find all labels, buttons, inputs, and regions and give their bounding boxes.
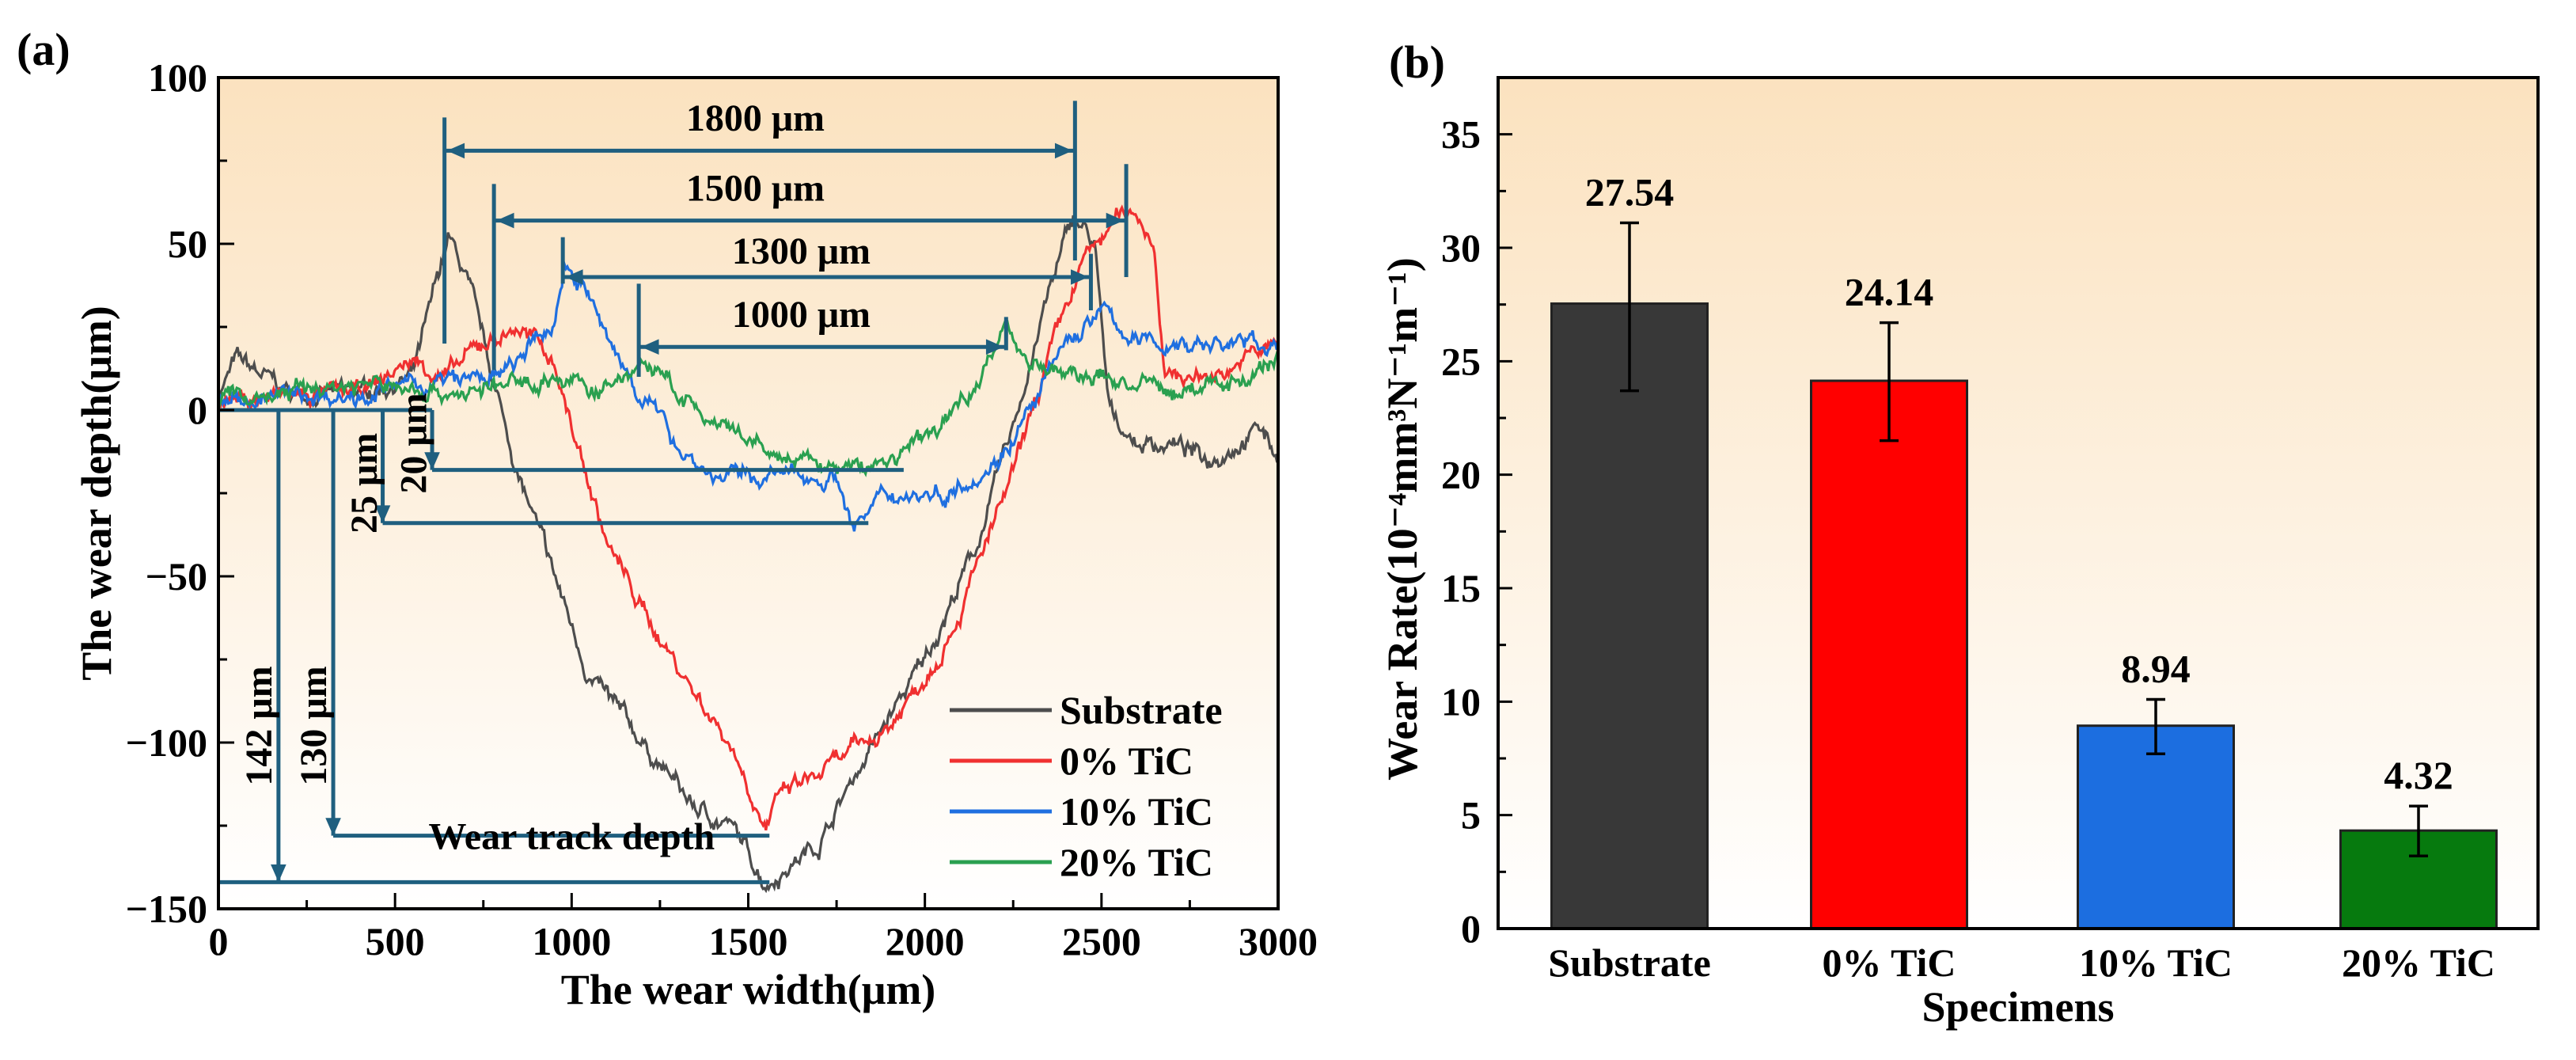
y-tick-label: −50 <box>146 554 208 598</box>
depth-label: 25 μm <box>343 433 385 534</box>
x-tick-label: 0 <box>209 919 229 963</box>
y-tick-label: −150 <box>126 887 208 931</box>
value-label: 27.54 <box>1585 169 1675 214</box>
y-tick-label: 35 <box>1441 112 1481 157</box>
y-tick-label: 5 <box>1461 793 1481 838</box>
plot-background <box>218 78 1278 909</box>
x-tick-label: 1000 <box>532 919 611 963</box>
series-line-1 <box>217 204 1280 830</box>
width-label: 1800 μm <box>686 97 825 139</box>
arrow-head <box>496 212 514 229</box>
legend-label: 20% TiC <box>1060 840 1213 884</box>
panel-b-wear-rate-chart: (b) 27.54 Substrate 24.14 0% TiC 8.94 10% TiC 4… <box>1379 36 2540 1031</box>
category-label: 20% TiC <box>2342 940 2495 985</box>
arrow-head <box>1071 269 1089 285</box>
category-label: 0% TiC <box>1822 940 1956 985</box>
y-tick-label: 15 <box>1441 566 1481 610</box>
y-tick-label: −100 <box>126 720 208 765</box>
width-label: 1300 μm <box>732 230 871 272</box>
panel-label: (a) <box>17 24 70 75</box>
category-label: Substrate <box>1548 940 1711 985</box>
x-tick-label: 3000 <box>1239 919 1318 963</box>
bar-0 <box>1550 302 1709 930</box>
depth-label: 130 μm <box>293 666 335 785</box>
width-label: 1500 μm <box>686 167 825 209</box>
arrow-head <box>565 269 583 285</box>
x-tick-label: 1500 <box>709 919 788 963</box>
value-label: 4.32 <box>2384 753 2453 797</box>
arrow-head <box>271 864 286 883</box>
arrow-head <box>374 505 391 523</box>
arrow-head <box>641 339 659 355</box>
arrow-head <box>325 818 341 836</box>
y-axis-title: The wear depth(μm) <box>73 306 120 681</box>
legend-label: Substrate <box>1060 688 1223 732</box>
legend-label: 10% TiC <box>1060 789 1213 834</box>
y-tick-label: 20 <box>1441 453 1481 497</box>
x-tick-label: 500 <box>366 919 425 963</box>
y-tick-label: 10 <box>1441 679 1481 724</box>
x-axis-title: The wear width(μm) <box>561 966 936 1013</box>
x-tick-label: 2500 <box>1062 919 1141 963</box>
y-axis-title: Wear Rate(10⁻⁴mm³N⁻¹m⁻¹) <box>1379 257 1426 781</box>
y-tick-label: 0 <box>1461 906 1481 951</box>
depth-label: 142 μm <box>238 666 280 785</box>
y-tick-label: 50 <box>168 222 207 266</box>
arrow-head <box>446 142 465 159</box>
arrow-head <box>424 452 440 470</box>
y-tick-label: 25 <box>1441 339 1481 383</box>
y-tick-label: 100 <box>148 55 207 100</box>
legend-label: 0% TiC <box>1060 739 1193 783</box>
category-label: 10% TiC <box>2079 940 2233 985</box>
plot-frame <box>1497 76 2540 930</box>
bar-1 <box>1810 379 1968 930</box>
value-label: 24.14 <box>1845 270 1934 314</box>
y-tick-label: 0 <box>188 388 207 432</box>
arrow-head <box>1054 142 1073 159</box>
y-tick-label: 30 <box>1441 226 1481 270</box>
depth-label: 20 μm <box>393 393 434 493</box>
arrow-head <box>1106 212 1125 229</box>
arrow-head <box>985 339 1004 355</box>
x-tick-label: 2000 <box>886 919 965 963</box>
depth-caption: Wear track depth <box>428 815 715 857</box>
bar-2 <box>2077 724 2235 930</box>
panel-a-wear-profile-chart: (a) 1800 μm 1500 μm 1300 μm 1000 μm 142 μm 130… <box>17 24 1318 1013</box>
value-label: 8.94 <box>2121 646 2191 690</box>
panel-label: (b) <box>1389 36 1445 88</box>
x-axis-title: Specimens <box>1922 983 2115 1031</box>
series-line-3 <box>217 319 1280 477</box>
width-label: 1000 μm <box>732 294 871 336</box>
